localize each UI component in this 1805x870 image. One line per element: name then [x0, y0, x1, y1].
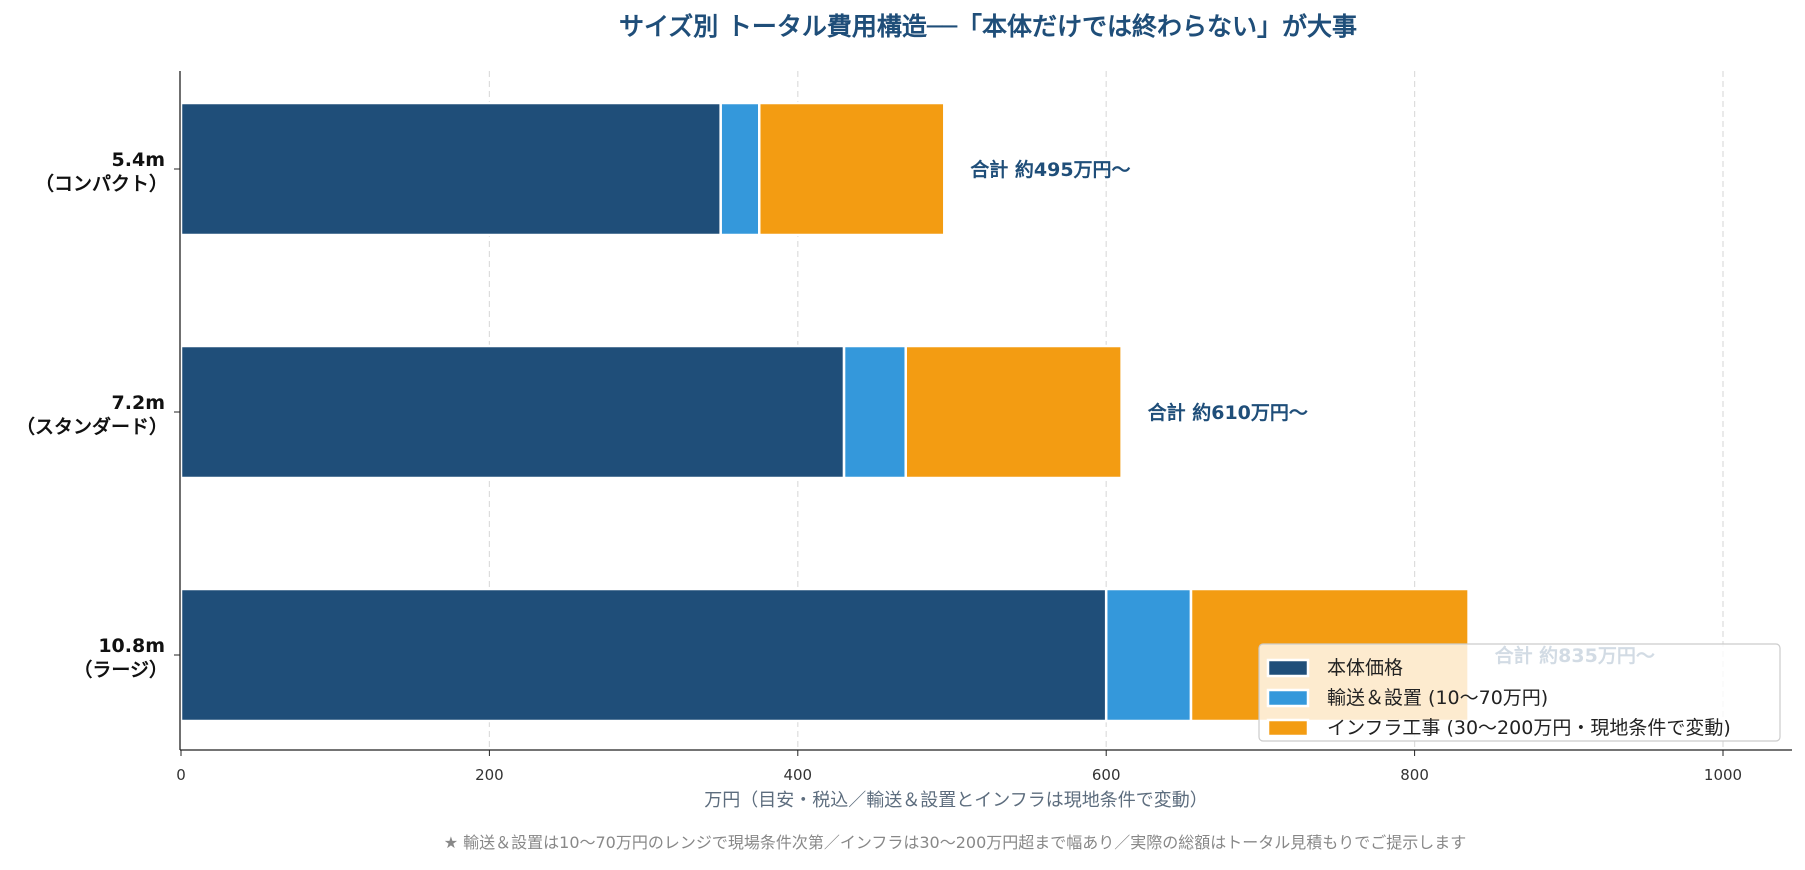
- chart-title: サイズ別 トータル費用構造──「本体だけでは終わらない」が大事: [619, 12, 1357, 41]
- bar-segment-0: [179, 587, 1108, 723]
- bar-segment-0: [179, 344, 846, 480]
- y-tick-label: 5.4m: [112, 149, 165, 171]
- legend-swatch: [1266, 658, 1310, 678]
- footnote: ★ 輸送＆設置は10〜70万円のレンジで現場条件次第／インフラは30〜200万円…: [444, 833, 1467, 852]
- x-axis-label: 万円（目安・税込／輸送＆設置とインフラは現地条件で変動）: [704, 790, 1207, 811]
- y-tick-label-sub: （コンパクト）: [35, 172, 168, 195]
- y-tick-label: 10.8m: [98, 635, 165, 657]
- bar-segment-2: [904, 344, 1123, 480]
- x-tick-label: 800: [1400, 766, 1429, 784]
- legend-label: 本体価格: [1327, 657, 1403, 679]
- y-tick-label-sub: （スタンダード）: [16, 415, 168, 438]
- x-tick-label: 0: [176, 766, 186, 784]
- x-tick-label: 200: [475, 766, 504, 784]
- legend-swatch: [1266, 718, 1310, 738]
- bar-segment-0: [179, 101, 722, 237]
- total-annotation: 合計 約495万円〜: [970, 158, 1130, 181]
- legend-label: 輸送＆設置 (10〜70万円): [1327, 687, 1548, 709]
- x-tick-label: 600: [1092, 766, 1121, 784]
- legend-label: インフラ工事 (30〜200万円・現地条件で変動): [1327, 717, 1731, 739]
- y-tick-label: 7.2m: [112, 392, 165, 414]
- bar-segment-2: [758, 101, 946, 237]
- bar-segment-1: [1104, 587, 1193, 723]
- y-tick-label-sub: （ラージ）: [73, 658, 168, 681]
- x-tick-label: 1000: [1704, 766, 1742, 784]
- bar-segment-1: [719, 101, 761, 237]
- bar-segment-1: [842, 344, 907, 480]
- total-annotation: 合計 約610万円〜: [1148, 401, 1308, 424]
- legend-box: [1258, 643, 1781, 742]
- legend-swatch: [1266, 688, 1310, 708]
- x-tick-label: 400: [783, 766, 812, 784]
